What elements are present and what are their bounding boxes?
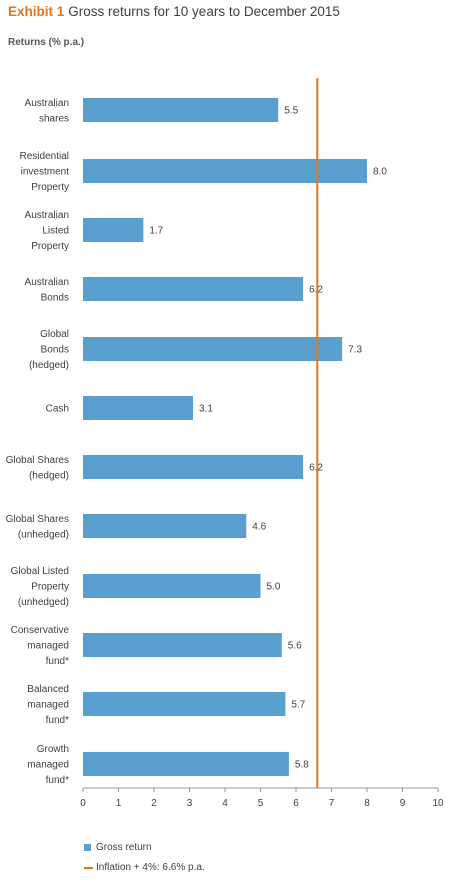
bar: [83, 514, 247, 538]
x-tick-label: 7: [329, 798, 335, 809]
bar: [83, 692, 286, 716]
data-label: 3.1: [199, 404, 213, 415]
category-label: Australian: [25, 98, 69, 109]
category-label: Property: [31, 241, 69, 252]
category-label: investment: [21, 167, 70, 178]
bar: [83, 159, 367, 183]
category-label: managed: [27, 641, 69, 652]
category-label: Residential: [20, 151, 69, 162]
bar: [83, 218, 144, 242]
category-label: fund*: [46, 775, 69, 786]
bar: [83, 98, 279, 122]
legend-label-gross-return: Gross return: [96, 842, 152, 853]
x-tick-label: 9: [400, 798, 406, 809]
category-label: Balanced: [27, 684, 69, 695]
category-label: fund*: [46, 656, 69, 667]
bar: [83, 396, 194, 420]
category-label: Global: [40, 329, 69, 340]
category-label: (hedged): [29, 470, 69, 481]
bar: [83, 633, 282, 657]
category-label: Property: [31, 182, 69, 193]
data-label: 8.0: [373, 167, 387, 178]
category-label: Growth: [37, 744, 69, 755]
legend-line-swatch: [84, 866, 93, 869]
exhibit-label: Exhibit 1: [8, 4, 65, 19]
x-tick-label: 2: [151, 798, 157, 809]
bar: [83, 455, 304, 479]
bar: [83, 337, 343, 361]
category-label: (unhedged): [18, 529, 69, 540]
category-label: Australian: [25, 277, 69, 288]
category-label: Property: [31, 582, 69, 593]
data-label: 1.7: [149, 226, 163, 237]
y-axis-title: Returns (% p.a.): [8, 37, 85, 48]
legend-bar-swatch: [84, 844, 91, 851]
category-label: Cash: [46, 404, 69, 415]
category-label: fund*: [46, 715, 69, 726]
data-label: 5.8: [295, 760, 309, 771]
data-label: 4.6: [252, 522, 266, 533]
category-label: (hedged): [29, 360, 69, 371]
x-tick-label: 10: [432, 798, 444, 809]
x-tick-label: 5: [258, 798, 264, 809]
category-label: Global Listed: [11, 566, 69, 577]
x-tick-label: 4: [222, 798, 228, 809]
category-label: Listed: [42, 226, 69, 237]
category-label: Australian: [25, 210, 69, 221]
category-label: managed: [27, 760, 69, 771]
x-tick-label: 8: [364, 798, 370, 809]
data-label: 5.6: [288, 641, 302, 652]
chart-title-text: Gross returns for 10 years to December 2…: [68, 4, 340, 19]
legend-item-inflation: Inflation + 4%: 6.6% p.a.: [84, 862, 205, 873]
category-label: shares: [39, 113, 69, 124]
category-label: Bonds: [41, 345, 69, 356]
data-label: 5.5: [284, 106, 298, 117]
x-tick-label: 1: [116, 798, 122, 809]
data-label: 6.2: [309, 285, 323, 296]
category-label: managed: [27, 700, 69, 711]
bar: [83, 277, 304, 301]
x-tick-label: 6: [293, 798, 299, 809]
x-tick-label: 0: [80, 798, 86, 809]
data-label: 5.7: [291, 700, 305, 711]
category-label: Global Shares: [6, 514, 69, 525]
chart-title: Exhibit 1 Gross returns for 10 years to D…: [8, 4, 340, 19]
category-label: (unhedged): [18, 597, 69, 608]
category-label: Conservative: [11, 625, 70, 636]
legend-label-inflation: Inflation + 4%: 6.6% p.a.: [96, 862, 205, 873]
data-label: 6.2: [309, 463, 323, 474]
bar: [83, 752, 289, 776]
data-label: 5.0: [267, 582, 281, 593]
category-label: Global Shares: [6, 455, 69, 466]
legend-item-gross-return: Gross return: [84, 842, 152, 853]
bar: [83, 574, 261, 598]
x-tick-label: 3: [187, 798, 193, 809]
data-label: 7.3: [348, 345, 362, 356]
category-label: Bonds: [41, 292, 69, 303]
